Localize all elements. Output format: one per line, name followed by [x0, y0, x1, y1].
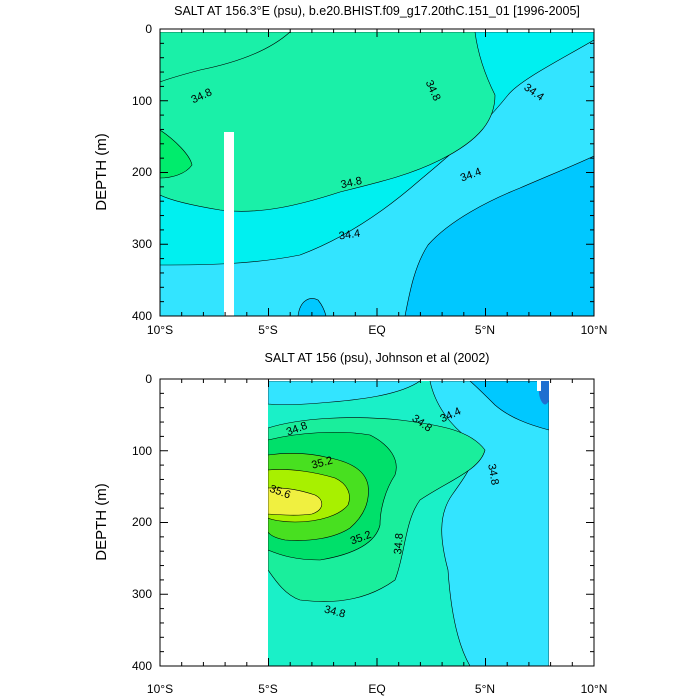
- top-x-tick-label: 10°S: [147, 323, 173, 337]
- top-title: SALT AT 156.3°E (psu), b.e20.BHIST.f09_g…: [174, 4, 580, 18]
- top-y-tick-label: 400: [132, 309, 152, 323]
- top-y-tick-label: 200: [132, 165, 152, 179]
- top-panel: SALT AT 156.3°E (psu), b.e20.BHIST.f09_g…: [93, 4, 607, 337]
- top-fill-level-34.8: [160, 31, 496, 212]
- bottom-y-tick-label: 100: [132, 444, 152, 458]
- top-x-tick-labels: 10°S 5°S EQ 5°N 10°N: [147, 323, 607, 337]
- bottom-contour-label: 35.2: [310, 455, 334, 472]
- top-y-axis-label: DEPTH (m): [93, 133, 110, 211]
- top-x-tick-label: 10°N: [581, 323, 608, 337]
- top-y-tick-labels: 0 100 200 300 400: [132, 22, 152, 323]
- top-x-tick-label: EQ: [368, 323, 385, 337]
- bottom-x-tick-label: 5°N: [475, 682, 495, 696]
- top-fill-layers: [160, 29, 594, 316]
- bottom-missing-left: [160, 379, 268, 666]
- top-missing-column: [224, 132, 234, 316]
- top-fill-bump: [297, 298, 327, 316]
- top-contour-label: 34.8: [340, 175, 363, 191]
- bottom-x-tick-label: 10°S: [147, 682, 173, 696]
- bottom-contour-label: 34.8: [392, 533, 406, 555]
- top-x-tick-label: 5°N: [475, 323, 495, 337]
- top-fill-deep-low: [404, 155, 594, 316]
- bottom-fill-level-35.8: [267, 487, 323, 516]
- bottom-missing-notch: [537, 379, 541, 391]
- bottom-x-tick-label: 5°S: [258, 682, 277, 696]
- bottom-fill-corner-deep: [538, 381, 549, 405]
- bottom-panel: SALT AT 156 (psu), Johnson et al (2002) …: [93, 351, 607, 696]
- bottom-contour-label: 34.8: [485, 463, 501, 486]
- top-x-tick-label: 5°S: [258, 323, 277, 337]
- bottom-ticks: [159, 378, 595, 667]
- bottom-x-tick-labels: 10°S 5°S EQ 5°N 10°N: [147, 682, 607, 696]
- top-y-tick-label: 0: [145, 22, 152, 36]
- top-fill-top-thin: [160, 31, 291, 83]
- bottom-fill-fresh-top: [267, 380, 421, 405]
- bottom-y-tick-labels: 0 100 200 300 400: [132, 372, 152, 673]
- top-y-tick-label: 100: [132, 94, 152, 108]
- bottom-y-tick-label: 0: [145, 372, 152, 386]
- top-y-tick-label: 300: [132, 237, 152, 251]
- bottom-fill-layers: [160, 379, 594, 666]
- top-contour-label: 34.4: [338, 228, 361, 243]
- bottom-y-tick-label: 300: [132, 587, 152, 601]
- top-ticks: [159, 28, 595, 317]
- bottom-surface-strip: [268, 379, 549, 381]
- bottom-x-tick-label: 10°N: [581, 682, 608, 696]
- top-fill-level-35.0: [160, 129, 193, 179]
- bottom-title: SALT AT 156 (psu), Johnson et al (2002): [265, 351, 490, 365]
- bottom-y-axis-label: DEPTH (m): [93, 483, 110, 561]
- bottom-contour-label: 34.8: [323, 604, 347, 621]
- bottom-y-tick-label: 400: [132, 659, 152, 673]
- bottom-x-tick-label: EQ: [368, 682, 385, 696]
- bottom-fill-fresh-right: [429, 380, 550, 666]
- bottom-contour-labels: 34.8 34.8 34.4 34.8 35.2 35.6 35.2 34.8 …: [268, 405, 501, 620]
- bottom-fill-surface-low: [469, 380, 550, 431]
- bottom-y-tick-label: 200: [132, 515, 152, 529]
